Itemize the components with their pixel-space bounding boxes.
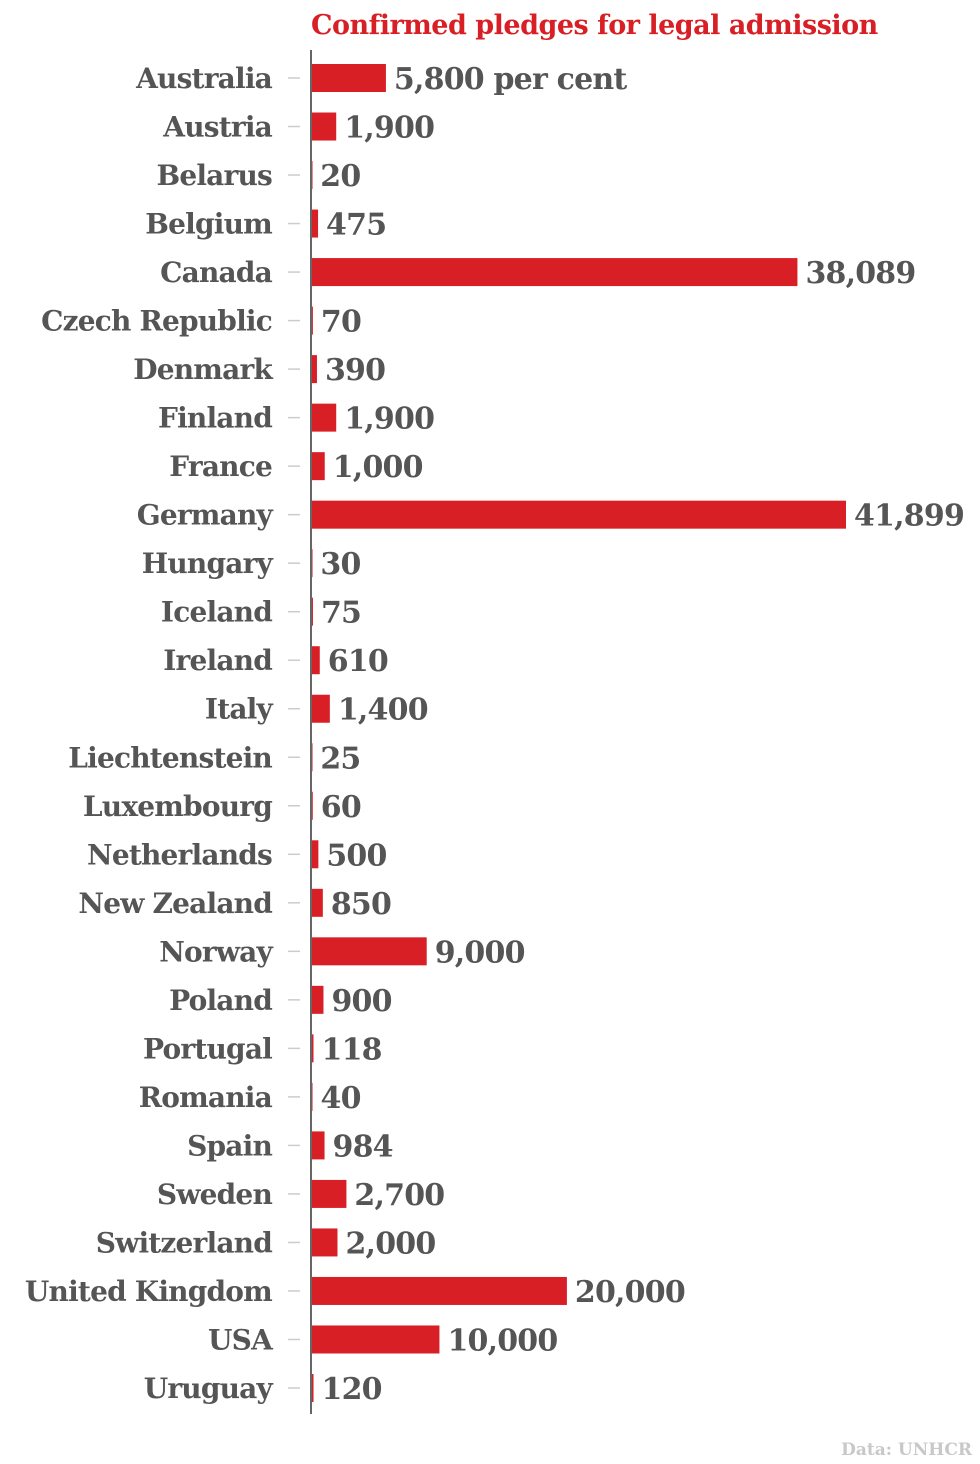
category-label: Germany	[137, 499, 274, 532]
bar	[312, 1131, 325, 1160]
data-label: 70	[321, 305, 361, 340]
bar	[312, 985, 324, 1014]
data-label: 41,899	[854, 499, 964, 534]
category-label: Luxembourg	[83, 790, 272, 823]
category-label: Belgium	[145, 208, 272, 241]
chart-title: Confirmed pledges for legal admission	[311, 10, 878, 41]
category-label: Canada	[160, 256, 273, 289]
bar	[312, 403, 337, 432]
data-label: 390	[325, 353, 385, 388]
category-label: Sweden	[157, 1178, 273, 1211]
category-label: France	[169, 450, 272, 483]
data-label: 9,000	[435, 935, 525, 970]
bar	[312, 888, 323, 917]
bar	[312, 500, 846, 529]
data-label: 610	[328, 644, 388, 679]
bar	[312, 743, 313, 772]
bar	[312, 791, 313, 820]
bar	[312, 161, 313, 190]
bar	[312, 646, 320, 675]
category-label: Switzerland	[96, 1226, 272, 1259]
bar	[312, 1325, 440, 1354]
category-label: United Kingdom	[25, 1275, 272, 1308]
data-label: 120	[322, 1372, 382, 1407]
category-label: Hungary	[142, 547, 274, 580]
data-label: 20,000	[575, 1275, 685, 1310]
data-label: 10,000	[447, 1323, 557, 1358]
category-label: Spain	[187, 1129, 272, 1162]
data-label: 2,700	[354, 1178, 444, 1213]
category-label: Ireland	[163, 644, 272, 677]
bar	[312, 549, 313, 578]
category-label: Poland	[169, 984, 272, 1017]
data-label: 75	[321, 596, 361, 631]
bar	[312, 1082, 313, 1111]
data-label: 1,900	[344, 111, 434, 146]
category-label: Netherlands	[87, 838, 272, 871]
category-label: Iceland	[161, 596, 272, 629]
category-label: USA	[208, 1323, 274, 1356]
bar	[312, 452, 325, 481]
data-label: 40	[321, 1081, 361, 1116]
data-label: 30	[320, 547, 360, 582]
bar	[312, 840, 319, 869]
bar	[312, 1179, 347, 1208]
data-label: 5,800 per cent	[394, 62, 627, 97]
data-label: 2,000	[345, 1226, 435, 1261]
data-label: 500	[326, 838, 386, 873]
data-label: 1,900	[344, 402, 434, 437]
category-label: Uruguay	[144, 1372, 274, 1405]
data-label: 25	[320, 741, 360, 776]
category-label: Finland	[158, 402, 272, 435]
category-label: Czech Republic	[41, 305, 272, 338]
bar	[312, 64, 386, 92]
category-label: Norway	[159, 935, 273, 968]
bar	[312, 1276, 567, 1305]
bar	[312, 694, 330, 723]
data-label: 20	[320, 159, 360, 194]
data-label: 984	[333, 1129, 393, 1164]
category-label: Denmark	[133, 353, 273, 386]
category-label: Austria	[162, 111, 272, 144]
data-label: 60	[321, 790, 361, 825]
category-label: Australia	[135, 62, 273, 95]
data-label: 1,400	[338, 693, 428, 728]
category-label: Italy	[205, 693, 274, 726]
bar	[312, 1374, 314, 1402]
bar	[312, 937, 427, 966]
bar	[312, 209, 319, 238]
bar	[312, 258, 798, 287]
bar	[312, 597, 313, 626]
data-label: 38,089	[805, 256, 915, 291]
data-label: 900	[331, 984, 391, 1019]
bar	[312, 1034, 314, 1063]
data-label: 118	[322, 1032, 382, 1067]
data-label: 850	[331, 887, 391, 922]
bar	[312, 112, 337, 141]
category-label: Portugal	[143, 1032, 272, 1065]
category-label: Liechtenstein	[68, 741, 272, 774]
bar	[312, 1228, 338, 1257]
bar	[312, 306, 313, 335]
data-label: 475	[326, 208, 386, 243]
category-label: New Zealand	[78, 887, 272, 920]
data-label: 1,000	[333, 450, 423, 485]
category-label: Romania	[139, 1081, 273, 1114]
bar	[312, 355, 317, 384]
category-label: Belarus	[156, 159, 272, 192]
source-note: Data: UNHCR	[841, 1440, 972, 1460]
